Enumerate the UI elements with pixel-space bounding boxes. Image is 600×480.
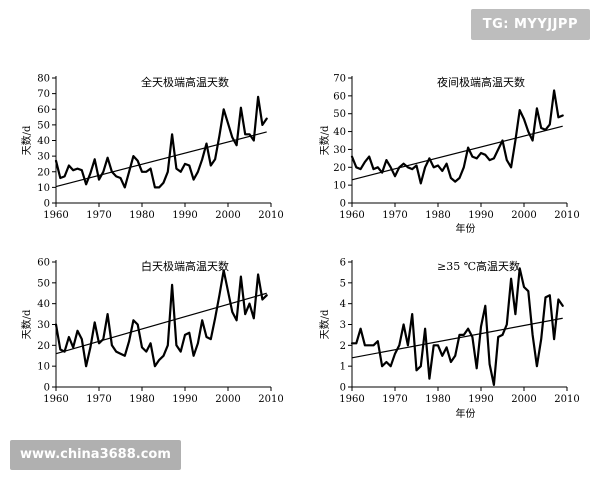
chart-panel-4: 0 1 2 3 4 5 6 1960 1970 1980 1990 2000 2010 ≥35 ℃高温天数… [318,258,580,421]
y-tick-label: 30 [333,145,346,156]
y-tick-label: 30 [37,152,50,163]
trend-line [351,317,563,359]
watermark-top-right: TG: MYYJJPP [470,9,590,40]
x-tick-label: 1970 [86,394,111,405]
y-tick-label: 10 [333,181,346,192]
x-tick-label: 1970 [382,394,407,405]
y-tick-label: 60 [333,91,346,102]
x-tick-label: 1990 [468,394,493,405]
y-tick-label: 50 [37,120,50,131]
x-tick-label: 2000 [215,394,240,405]
x-tick-label: 1980 [425,394,450,405]
chart-panel-1: 0 10 20 30 40 50 60 70 80 1960 1970 1980 1990 2000 201… [20,74,284,222]
chart-panel-3: 0 10 20 30 40 50 60 1960 1970 1980 1990 2000 2010 白天极… [20,258,284,406]
x-tick-label: 2010 [554,394,579,405]
y-tick-label: 0 [340,199,346,210]
chart-title: ≥35 ℃高温天数 [437,259,520,273]
y-tick-label: 60 [37,105,50,116]
series-line [54,95,268,189]
y-tick-label: 20 [37,341,50,352]
y-tick-label: 40 [37,299,50,310]
x-tick-label: 2000 [511,394,536,405]
y-tick-label: 20 [333,163,346,174]
y-axis-label: 天数/d [318,309,331,339]
chart-title: 全天极端高温天数 [141,75,229,89]
x-tick-label: 1960 [43,394,68,405]
x-tick-label: 2010 [258,210,283,221]
y-tick-label: 20 [37,167,50,178]
y-axis-label: 天数/d [318,125,331,155]
x-tick-label: 1970 [86,210,111,221]
x-tick-label: 1960 [339,210,364,221]
chart-title: 白天极端高温天数 [141,259,229,273]
x-tick-label: 2000 [215,210,240,221]
x-axis-label: 年份 [456,407,476,420]
y-tick-label: 1 [340,362,346,373]
x-tick-label: 2010 [554,210,579,221]
series-line [350,89,564,185]
y-tick-label: 0 [44,199,50,210]
y-tick-label: 60 [37,258,50,269]
series-line [54,269,268,368]
x-axis-label: 年份 [456,222,476,235]
series-line [350,267,564,386]
x-tick-label: 1990 [172,394,197,405]
x-tick-label: 2010 [258,394,283,405]
y-axis-label: 天数/d [20,125,33,155]
x-tick-label: 1960 [339,394,364,405]
y-tick-label: 10 [37,362,50,373]
chart-title: 夜间极端高温天数 [437,75,525,89]
x-tick-label: 1970 [382,210,407,221]
y-tick-label: 40 [333,127,346,138]
y-tick-label: 0 [44,383,50,394]
y-tick-label: 40 [37,136,50,147]
x-tick-label: 2000 [511,210,536,221]
y-tick-label: 30 [37,320,50,331]
y-axis-label: 天数/d [20,309,33,339]
y-tick-label: 0 [340,383,346,394]
x-tick-label: 1980 [425,210,450,221]
trend-line [55,292,267,355]
chart-panel-2: 0 10 20 30 40 50 60 70 1960 1970 1980 1990 2000 2010 夜… [318,74,580,236]
y-tick-label: 50 [333,109,346,120]
trend-line [55,131,267,188]
y-tick-label: 3 [340,320,346,331]
y-tick-label: 70 [37,89,50,100]
x-tick-label: 1990 [172,210,197,221]
x-tick-label: 1990 [468,210,493,221]
y-tick-label: 2 [340,341,346,352]
x-tick-label: 1960 [43,210,68,221]
y-tick-label: 80 [37,74,50,85]
trend-line [351,125,563,181]
y-tick-label: 50 [37,278,50,289]
x-tick-label: 1980 [129,394,154,405]
x-tick-label: 1980 [129,210,154,221]
y-tick-label: 10 [37,183,50,194]
y-tick-label: 6 [340,258,346,269]
y-tick-label: 5 [340,278,346,289]
watermark-bottom-left: www.china3688.com [10,440,181,470]
y-tick-label: 70 [333,74,346,85]
y-tick-label: 4 [340,299,346,310]
